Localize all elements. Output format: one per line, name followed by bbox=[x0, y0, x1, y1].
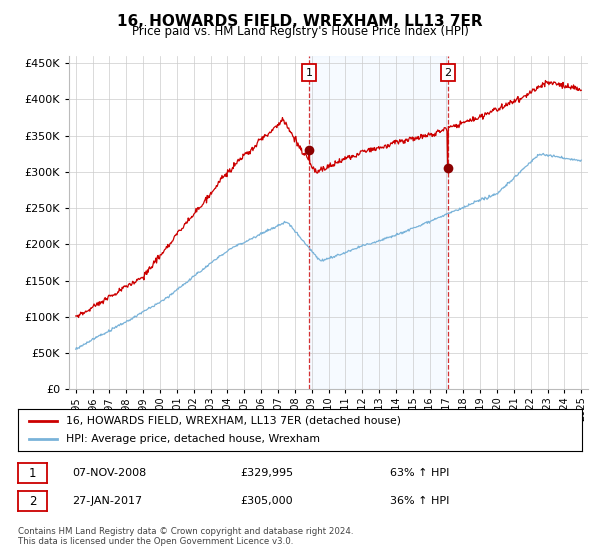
Text: Price paid vs. HM Land Registry's House Price Index (HPI): Price paid vs. HM Land Registry's House … bbox=[131, 25, 469, 38]
Text: 2: 2 bbox=[444, 68, 451, 78]
Text: 16, HOWARDS FIELD, WREXHAM, LL13 7ER (detached house): 16, HOWARDS FIELD, WREXHAM, LL13 7ER (de… bbox=[66, 416, 401, 426]
Bar bbox=[309, 56, 448, 389]
Text: £329,995: £329,995 bbox=[240, 468, 293, 478]
Text: 1: 1 bbox=[305, 68, 313, 78]
Text: 07-NOV-2008: 07-NOV-2008 bbox=[72, 468, 146, 478]
Text: 63% ↑ HPI: 63% ↑ HPI bbox=[390, 468, 449, 478]
Text: 1: 1 bbox=[29, 466, 36, 480]
Text: HPI: Average price, detached house, Wrexham: HPI: Average price, detached house, Wrex… bbox=[66, 434, 320, 444]
Text: Contains HM Land Registry data © Crown copyright and database right 2024.
This d: Contains HM Land Registry data © Crown c… bbox=[18, 527, 353, 546]
Text: 36% ↑ HPI: 36% ↑ HPI bbox=[390, 496, 449, 506]
Text: 27-JAN-2017: 27-JAN-2017 bbox=[72, 496, 142, 506]
Text: £305,000: £305,000 bbox=[240, 496, 293, 506]
Text: 2: 2 bbox=[29, 494, 36, 508]
Text: 16, HOWARDS FIELD, WREXHAM, LL13 7ER: 16, HOWARDS FIELD, WREXHAM, LL13 7ER bbox=[117, 14, 483, 29]
